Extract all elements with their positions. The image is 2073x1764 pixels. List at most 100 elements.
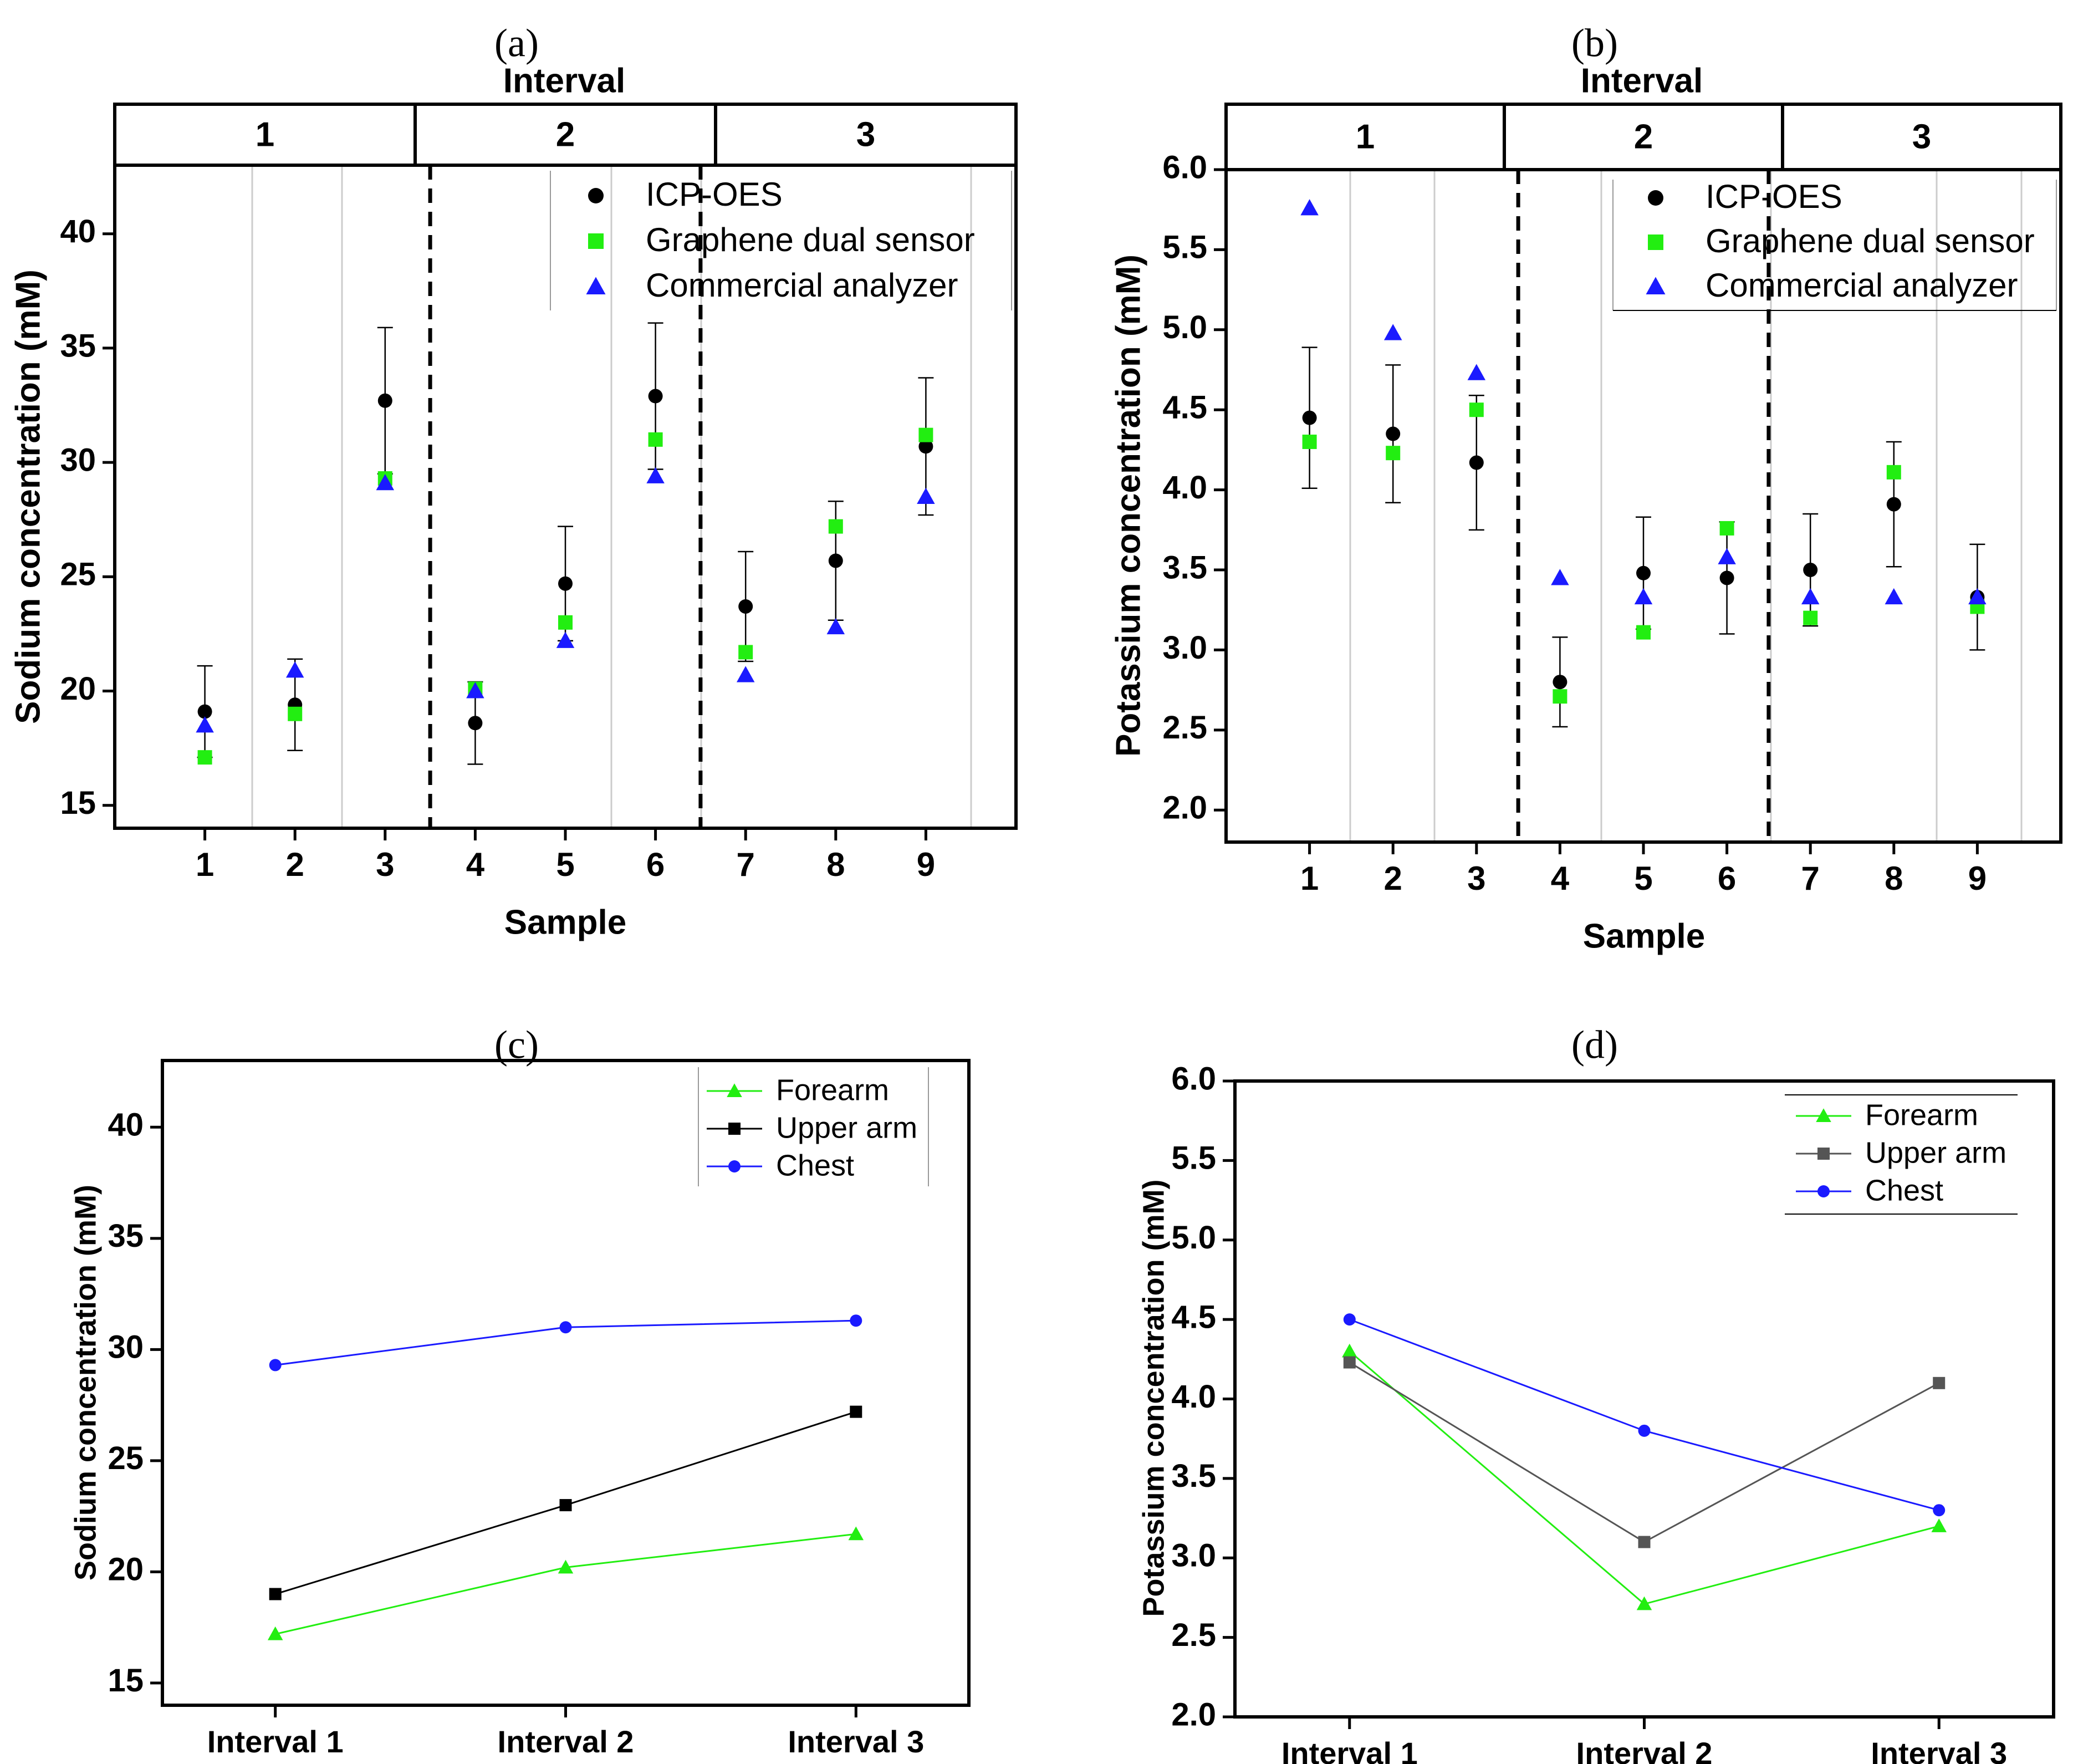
y-tick-label: 35 — [60, 328, 96, 364]
data-point — [1302, 410, 1317, 425]
legend-label: Forearm — [776, 1073, 889, 1107]
data-point — [559, 1499, 572, 1512]
data-point — [1801, 588, 1820, 605]
series-forearm — [267, 1526, 864, 1640]
y-tick-label: 30 — [108, 1329, 144, 1365]
series-forearm — [1342, 1343, 1947, 1610]
data-point — [917, 487, 935, 504]
x-tick-label: 9 — [1968, 860, 1987, 897]
data-point — [738, 599, 753, 614]
data-point — [1968, 588, 1987, 605]
data-point — [918, 427, 933, 442]
data-point — [1886, 465, 1901, 480]
x-tick-label: 1 — [1300, 860, 1319, 897]
y-tick-label: 6.0 — [1171, 1061, 1216, 1097]
y-tick-label: 20 — [60, 671, 96, 707]
data-point — [1636, 625, 1651, 640]
legend-marker — [1817, 1148, 1830, 1160]
data-point — [1933, 1504, 1946, 1517]
legend-label: Commercial analyzer — [646, 267, 958, 304]
legend-marker — [728, 1123, 741, 1135]
x-tick-label: Interval 2 — [498, 1724, 634, 1759]
series-chest — [1343, 1313, 1946, 1517]
y-tick-label: 15 — [108, 1663, 144, 1699]
data-point — [376, 474, 395, 491]
legend-label: Upper arm — [1865, 1136, 2006, 1169]
interval-label-2: 2 — [556, 115, 575, 154]
y-tick-label: 4.0 — [1162, 470, 1207, 506]
data-point — [197, 750, 212, 765]
legend-label: Graphene dual sensor — [646, 221, 975, 258]
y-tick-label: 3.5 — [1171, 1458, 1216, 1494]
legend-marker — [588, 188, 604, 203]
legend-marker — [727, 1083, 742, 1097]
x-tick-label: Interval 3 — [788, 1724, 924, 1759]
legend-marker — [1648, 234, 1663, 250]
data-point — [377, 393, 392, 408]
y-tick-label: 2.0 — [1162, 790, 1207, 826]
y-tick-label: 40 — [108, 1107, 144, 1143]
series-line — [1349, 1318, 1939, 1511]
y-tick-label: 3.0 — [1162, 630, 1207, 666]
series-line — [275, 1533, 856, 1635]
y-tick-label: 5.5 — [1171, 1140, 1216, 1176]
legend-label: Chest — [1865, 1174, 1943, 1207]
legend-marker — [588, 233, 604, 249]
data-point — [646, 467, 665, 483]
y-tick-label: 2.5 — [1171, 1617, 1216, 1653]
data-point — [1342, 1343, 1357, 1358]
data-point — [468, 716, 483, 731]
data-point — [269, 1588, 282, 1600]
interval-label-3: 3 — [856, 115, 875, 154]
data-point — [1886, 497, 1901, 512]
data-point — [918, 439, 933, 454]
y-tick-label: 5.5 — [1162, 230, 1207, 266]
data-point — [1638, 1536, 1651, 1548]
chart-b: (b)Interval 1 2 3 2.0 2.5 3.0 3.5 4.0 4.5 5.0 5.5 6.… — [1109, 21, 2062, 955]
x-tick-label: Interval 1 — [207, 1724, 344, 1759]
series-icp-oes — [197, 322, 934, 765]
y-axis-label: Sodium concentration (mM) — [69, 1185, 102, 1581]
y-axis-label: Sodium concentration (mM) — [9, 269, 47, 724]
y-tick-label: 3.5 — [1162, 549, 1207, 585]
plot-frame — [113, 164, 1018, 830]
y-tick-label: 30 — [60, 442, 96, 478]
legend-label: ICP-OES — [1706, 178, 1842, 215]
data-point — [558, 576, 573, 591]
x-tick-label: 5 — [1634, 860, 1652, 897]
legend-marker — [728, 1160, 741, 1172]
interval-label-2: 2 — [1634, 118, 1653, 156]
y-tick-label: 25 — [108, 1440, 144, 1476]
y-tick-label: 40 — [60, 213, 96, 249]
data-point — [1469, 455, 1484, 470]
panel-label-d: (d) — [1571, 1023, 1618, 1067]
data-point — [556, 631, 575, 648]
series-commercial-analyzer — [1300, 199, 1987, 605]
series-upper-arm — [269, 1405, 862, 1600]
data-point — [1467, 364, 1486, 380]
interval-label-3: 3 — [1912, 118, 1931, 156]
y-axis-label: Potassium concentration (mM) — [1137, 1179, 1170, 1617]
x-tick-label: 7 — [737, 846, 755, 883]
x-tick-label: 8 — [1885, 860, 1903, 897]
y-tick-label: 2.5 — [1162, 710, 1207, 746]
data-point — [1885, 588, 1903, 605]
y-tick-label: 5.0 — [1171, 1220, 1216, 1256]
y-tick-label: 6.0 — [1162, 149, 1207, 185]
series-chest — [269, 1314, 862, 1372]
data-point — [1931, 1518, 1947, 1532]
data-point — [850, 1314, 862, 1327]
data-point — [1634, 588, 1653, 605]
x-axis-label: Sample — [1583, 917, 1706, 955]
data-point — [848, 1526, 864, 1541]
header-title: Interval — [503, 62, 626, 100]
x-tick-label: Interval 2 — [1576, 1736, 1713, 1764]
y-tick-label: 4.5 — [1162, 390, 1207, 426]
y-tick-label: 35 — [108, 1218, 144, 1254]
data-point — [1638, 1424, 1651, 1437]
panel-label-a: (a) — [494, 21, 539, 65]
x-tick-label: Interval 1 — [1281, 1736, 1418, 1764]
data-point — [1719, 521, 1734, 536]
